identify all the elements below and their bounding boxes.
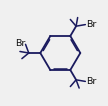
Text: Br: Br <box>15 39 25 48</box>
Text: Br: Br <box>86 20 96 29</box>
Text: Br: Br <box>86 77 96 86</box>
